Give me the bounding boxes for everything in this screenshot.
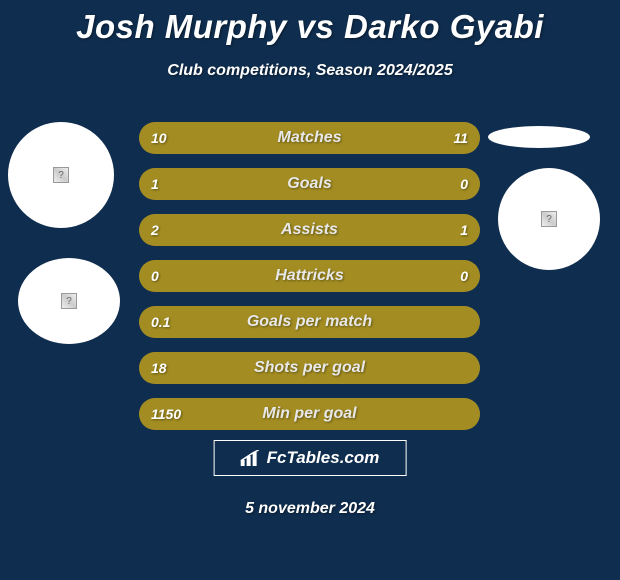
broken-image-icon bbox=[61, 293, 77, 309]
stat-row: Goals10 bbox=[139, 168, 480, 200]
stat-bar-right bbox=[302, 122, 480, 154]
stat-bar-left bbox=[139, 168, 402, 200]
watermark-text: FcTables.com bbox=[267, 448, 380, 468]
stat-row: Goals per match0.1 bbox=[139, 306, 480, 338]
stat-bar-right bbox=[402, 168, 480, 200]
player1-photo-b bbox=[18, 258, 120, 344]
stat-bar-left bbox=[139, 214, 366, 246]
page-subtitle: Club competitions, Season 2024/2025 bbox=[0, 62, 620, 80]
broken-image-icon bbox=[541, 211, 557, 227]
player1-photo-a bbox=[8, 122, 114, 228]
stat-row: Hattricks00 bbox=[139, 260, 480, 292]
broken-image-icon bbox=[53, 167, 69, 183]
stat-bar-right bbox=[366, 214, 480, 246]
stat-bar-left bbox=[139, 352, 480, 384]
stat-bar-left bbox=[139, 398, 480, 430]
stat-bar-left bbox=[139, 122, 302, 154]
chart-icon bbox=[241, 450, 263, 466]
stat-bar-left bbox=[139, 306, 480, 338]
decorative-ellipse bbox=[488, 126, 590, 148]
page-title: Josh Murphy vs Darko Gyabi bbox=[0, 8, 620, 46]
stat-row: Assists21 bbox=[139, 214, 480, 246]
stat-bar-left bbox=[139, 260, 310, 292]
comparison-rows: Matches1011 Goals10 Assists21 Hattricks00 Go… bbox=[139, 122, 480, 444]
watermark: FcTables.com bbox=[214, 440, 407, 476]
stat-row: Matches1011 bbox=[139, 122, 480, 154]
date-text: 5 november 2024 bbox=[0, 500, 620, 518]
stat-bar-right bbox=[310, 260, 481, 292]
player2-photo bbox=[498, 168, 600, 270]
stat-row: Shots per goal18 bbox=[139, 352, 480, 384]
stat-row: Min per goal1150 bbox=[139, 398, 480, 430]
